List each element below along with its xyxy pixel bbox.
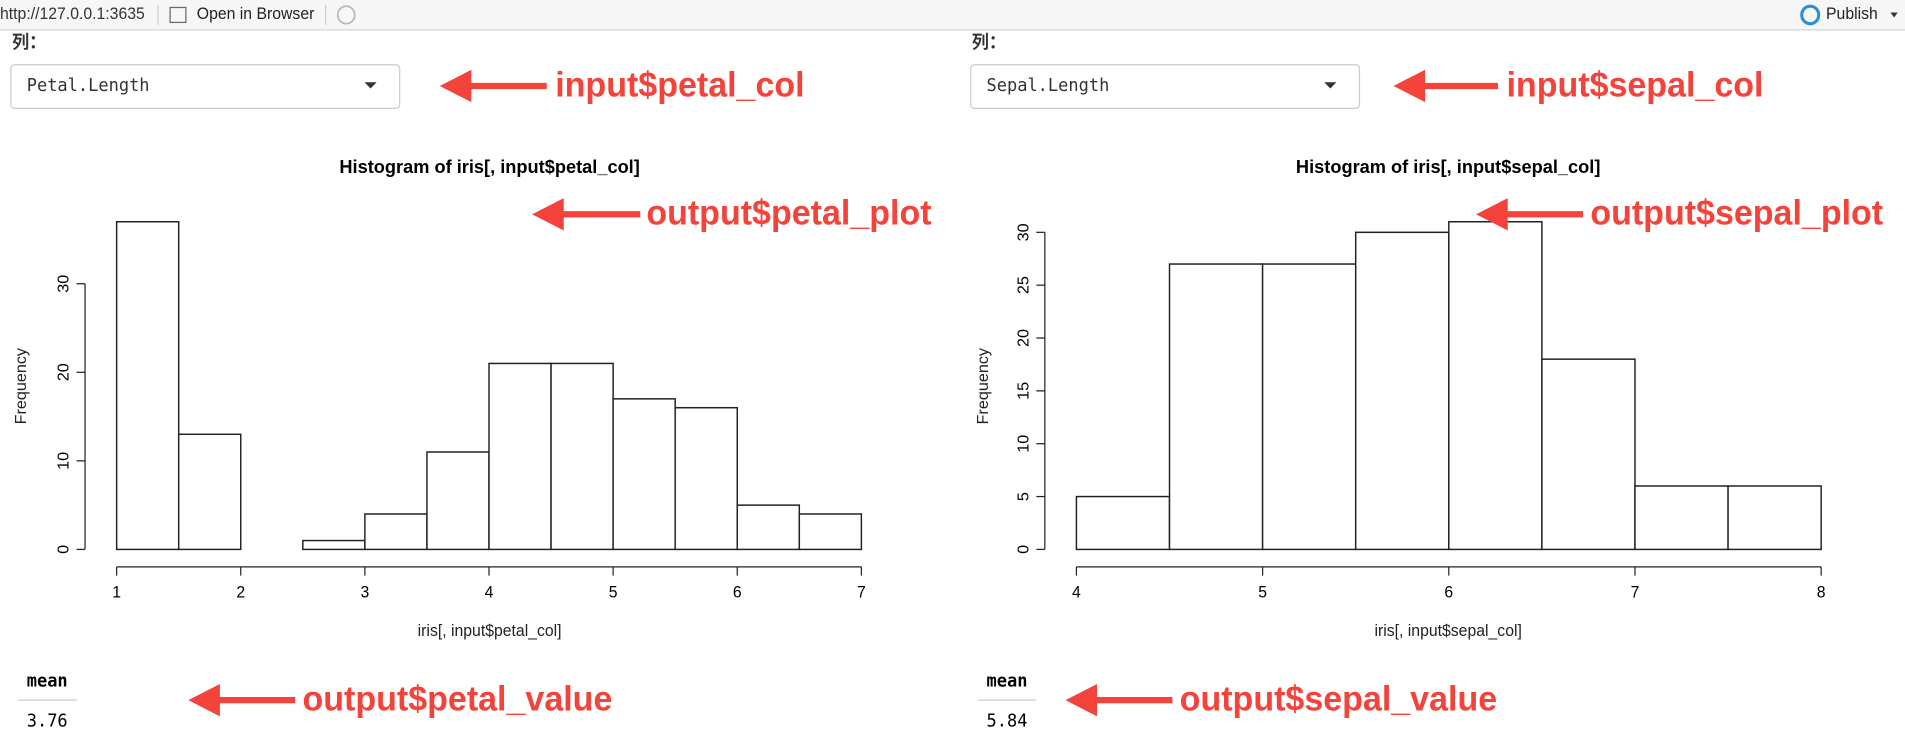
annotation: output$sepal_value	[1180, 680, 1497, 718]
x-tick-label: 1	[112, 584, 121, 601]
x-tick-label: 4	[485, 584, 494, 601]
histogram-bar	[1727, 485, 1822, 551]
histogram-bar	[798, 513, 863, 551]
y-tick-label: 10	[1016, 435, 1033, 453]
chart-title: Histogram of iris[, input$petal_col]	[339, 156, 639, 177]
table-value: 5.84	[987, 711, 1028, 731]
x-tick-label: 6	[733, 584, 742, 601]
table-header: mean	[27, 671, 68, 691]
select-caret	[1324, 82, 1337, 89]
histogram-bar	[1261, 263, 1357, 551]
histogram-bar	[364, 513, 428, 551]
histogram-bar	[1168, 263, 1264, 551]
histogram-bar	[302, 539, 366, 551]
annotation: output$petal_plot	[646, 194, 932, 232]
y-tick-label: 15	[1016, 382, 1033, 400]
select-box[interactable]	[10, 64, 401, 110]
select-box[interactable]	[970, 64, 1361, 110]
x-tick-label: 6	[1444, 584, 1453, 601]
y-tick-label: 0	[1016, 545, 1033, 554]
x-tick-label: 4	[1072, 584, 1081, 601]
histogram-bar	[1634, 485, 1729, 551]
arrow-head	[188, 683, 220, 717]
y-tick-label: 30	[1016, 223, 1033, 241]
select-caret	[364, 82, 377, 89]
histogram-bar	[1448, 221, 1543, 551]
annotation: output$petal_value	[303, 680, 613, 718]
x-tick-label: 5	[609, 584, 618, 601]
y-tick-label: 20	[56, 363, 73, 381]
x-tick-label: 7	[1631, 584, 1640, 601]
annotation: input$petal_col	[555, 66, 804, 104]
x-tick-label: 3	[360, 584, 369, 601]
histogram-bar	[674, 406, 738, 551]
table-value: 3.76	[27, 711, 68, 731]
histogram-bar	[1354, 231, 1450, 551]
histogram-bar	[488, 362, 552, 551]
select-value: Petal.Length	[27, 76, 150, 96]
histogram-bar	[177, 433, 242, 551]
table-header: mean	[987, 671, 1028, 691]
histogram-bar	[550, 362, 614, 551]
toolbar	[0, 0, 1905, 30]
y-axis-label: Frequency	[13, 348, 30, 424]
arrow-head	[1476, 198, 1508, 231]
x-tick-label: 8	[1817, 584, 1826, 601]
url: http://127.0.0.1:3635	[0, 6, 145, 23]
histogram-bar	[1541, 358, 1636, 551]
histogram-bar	[115, 221, 180, 551]
y-tick-label: 30	[56, 275, 73, 293]
input-label: 列：	[12, 32, 46, 52]
arrow-head	[439, 69, 472, 103]
y-tick-label: 5	[1016, 492, 1033, 501]
x-axis-label: iris[, input$petal_col]	[418, 623, 562, 640]
browser-icon	[169, 6, 187, 24]
input-label: 列：	[972, 32, 1006, 52]
y-tick-label: 25	[1016, 276, 1033, 294]
x-tick-label: 5	[1258, 584, 1267, 601]
x-axis-label: iris[, input$sepal_col]	[1374, 623, 1521, 640]
histogram-bar	[736, 504, 801, 551]
chart-title: Histogram of iris[, input$sepal_col]	[1296, 156, 1600, 177]
open-in-browser[interactable]: Open in Browser	[197, 6, 315, 23]
histogram-bar	[1075, 495, 1171, 551]
y-tick-label: 0	[56, 545, 73, 554]
select-value: Sepal.Length	[987, 76, 1110, 96]
y-tick-label: 10	[56, 452, 73, 470]
histogram-bar	[612, 398, 676, 551]
publish-caret	[1890, 12, 1898, 18]
publish[interactable]: Publish	[1826, 6, 1878, 23]
y-axis-label: Frequency	[975, 348, 992, 424]
refresh-icon[interactable]	[336, 5, 356, 25]
annotation: output$sepal_plot	[1590, 194, 1883, 232]
x-tick-label: 2	[236, 584, 245, 601]
arrow-head	[532, 198, 564, 231]
arrow-head	[1065, 683, 1098, 717]
x-tick-label: 7	[857, 584, 866, 601]
histogram-bar	[426, 451, 490, 551]
arrow-head	[1393, 69, 1426, 103]
annotation: input$sepal_col	[1507, 66, 1764, 104]
publish-icon[interactable]	[1800, 4, 1821, 26]
y-tick-label: 20	[1016, 329, 1033, 347]
